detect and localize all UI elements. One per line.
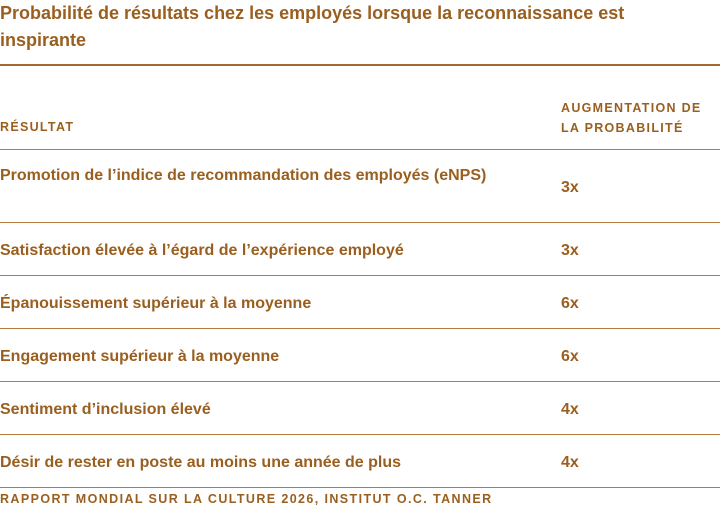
row-result-label: Engagement supérieur à la moyenne (0, 348, 280, 365)
column-header-result: RÉSULTAT (0, 120, 75, 134)
row-result-label: Promotion de l’indice de recommandation … (0, 167, 487, 184)
row-increase-value: 6x (561, 295, 579, 312)
row-divider (0, 222, 720, 223)
source-note: RAPPORT MONDIAL SUR LA CULTURE 2026, INS… (0, 492, 493, 506)
row-increase-value: 4x (561, 454, 579, 471)
row-divider (0, 328, 720, 329)
row-divider (0, 275, 720, 276)
row-divider (0, 381, 720, 382)
top-rule (0, 64, 720, 66)
row-result-label: Sentiment d’inclusion élevé (0, 401, 211, 418)
figure-title: Probabilité de résultats chez les employ… (0, 3, 625, 50)
row-result-label: Satisfaction élevée à l’égard de l’expér… (0, 242, 404, 259)
row-increase-value: 3x (561, 179, 579, 196)
row-increase-value: 6x (561, 348, 579, 365)
row-result-label: Épanouissement supérieur à la moyenne (0, 295, 312, 312)
bottom-rule (0, 487, 720, 488)
row-divider (0, 434, 720, 435)
column-header-increase: AUGMENTATION DE LA PROBABILITÉ (561, 101, 702, 135)
header-divider (0, 149, 720, 150)
row-increase-value: 4x (561, 401, 579, 418)
row-result-label: Désir de rester en poste au moins une an… (0, 454, 402, 471)
row-increase-value: 3x (561, 242, 579, 259)
